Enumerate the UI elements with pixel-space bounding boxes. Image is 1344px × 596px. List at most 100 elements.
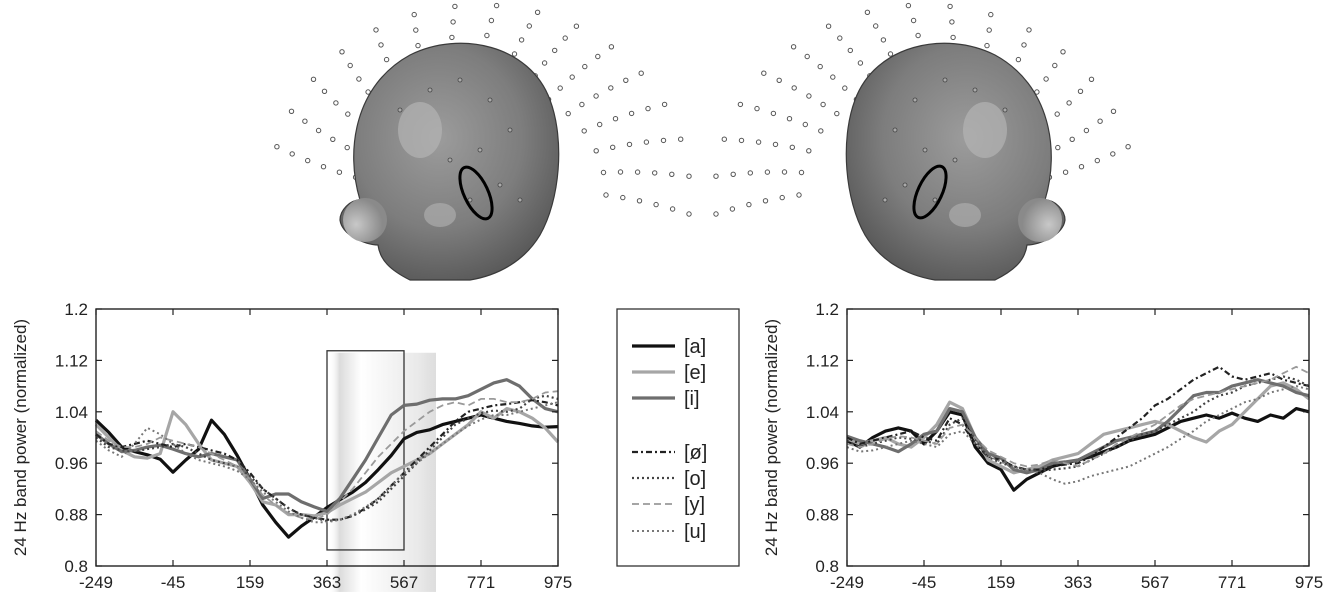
electrode-dot bbox=[796, 192, 802, 198]
electrode-dot bbox=[776, 77, 782, 83]
electrode-dot bbox=[413, 27, 419, 33]
electrode-dot bbox=[786, 116, 793, 122]
electrode-dot bbox=[837, 35, 843, 41]
chart-right: 0.8 0.88 0.96 1.04 1.12 1.2 -249 -45 159 363 567 77… bbox=[762, 300, 1323, 592]
chart-right-xtick-label: -249 bbox=[830, 573, 864, 592]
electrode-dot bbox=[634, 169, 641, 175]
electrode-dot bbox=[804, 53, 810, 60]
chart-right-series-5-line bbox=[846, 365, 1310, 468]
electrode-dot bbox=[825, 23, 832, 29]
electrode-dot bbox=[887, 51, 894, 57]
electrode-dot bbox=[847, 47, 853, 54]
chart-right-xtick-label: 771 bbox=[1218, 573, 1246, 592]
chart-left-xtick-label: 975 bbox=[544, 573, 572, 592]
electrode-dot bbox=[761, 70, 767, 76]
electrode-dot bbox=[790, 44, 797, 50]
electrode-dot bbox=[932, 197, 938, 203]
electrode-dot bbox=[781, 169, 788, 175]
electrode-dot bbox=[541, 60, 548, 66]
chart-right-series-2-line bbox=[846, 378, 1310, 475]
electrode-dot bbox=[507, 127, 513, 133]
electrode-dot bbox=[411, 11, 417, 18]
electrode-dot bbox=[628, 110, 635, 117]
electrode-dot bbox=[830, 74, 836, 80]
electrode-dot bbox=[1066, 100, 1072, 106]
electrode-dot bbox=[791, 85, 797, 91]
electrode-dot bbox=[593, 93, 599, 99]
chart-left-xtick-label: 567 bbox=[390, 573, 418, 592]
electrode-dot bbox=[669, 171, 675, 177]
chart-left-xtick-label: 771 bbox=[467, 573, 495, 592]
legend: [a] [e] [i] [ø] [o] [y] [u] bbox=[616, 308, 740, 567]
electrode-dot bbox=[817, 63, 823, 70]
electrode-dot bbox=[562, 35, 568, 41]
electrode-dot bbox=[339, 49, 345, 55]
face-cheek bbox=[1018, 198, 1062, 242]
electrode-dot bbox=[569, 74, 575, 80]
electrode-dot bbox=[842, 85, 848, 91]
electrode-dot bbox=[1110, 151, 1116, 157]
chart-left-ytick-label: 1.04 bbox=[55, 403, 88, 422]
electrode-dot bbox=[608, 44, 615, 50]
electrode-dot bbox=[603, 192, 609, 198]
electrode-dot bbox=[517, 197, 523, 203]
chart-right-ytick-label: 1.04 bbox=[806, 403, 839, 422]
electrode-dot bbox=[288, 108, 295, 114]
electrode-dot bbox=[347, 62, 353, 69]
electrode-dot bbox=[608, 85, 614, 91]
head-right-illustration bbox=[713, 2, 1131, 281]
electrode-dot bbox=[652, 170, 658, 176]
electrode-dot bbox=[892, 127, 898, 133]
electrode-dot bbox=[302, 118, 308, 124]
electrode-dot bbox=[754, 105, 760, 112]
chart-right-xtick-label: 363 bbox=[1064, 573, 1092, 592]
electrode-dot bbox=[497, 182, 503, 188]
chart-left-series-6-line bbox=[95, 401, 559, 524]
electrode-dot bbox=[643, 139, 650, 145]
electrode-dot bbox=[610, 144, 616, 151]
electrode-dot bbox=[620, 194, 626, 201]
electrode-dot bbox=[557, 85, 563, 91]
electrode-dot bbox=[912, 97, 918, 103]
electrode-dot bbox=[378, 42, 384, 48]
electrode-dot bbox=[638, 70, 644, 76]
electrode-dot bbox=[447, 157, 453, 163]
electrode-dot bbox=[660, 137, 667, 144]
electrode-dot bbox=[330, 136, 336, 142]
head-highlight bbox=[963, 102, 1007, 158]
chart-left-ytick-label: 1.2 bbox=[64, 300, 88, 319]
electrode-dot bbox=[623, 77, 629, 83]
chart-right-series-0-line bbox=[846, 407, 1310, 492]
electrode-dot bbox=[467, 197, 473, 203]
electrode-dot bbox=[289, 151, 295, 157]
electrode-dot bbox=[493, 2, 500, 9]
electrode-dot bbox=[738, 137, 745, 144]
electrode-dot bbox=[820, 101, 826, 108]
electrode-dot bbox=[802, 121, 808, 128]
electrode-dot bbox=[737, 101, 744, 108]
electrode-dot bbox=[595, 53, 601, 60]
chart-right-series-4-line bbox=[846, 375, 1310, 472]
electrode-dot bbox=[1015, 56, 1022, 63]
legend-label-5: [y] bbox=[684, 494, 705, 516]
electrode-dot bbox=[373, 27, 379, 33]
electrode-dot bbox=[1052, 62, 1058, 69]
electrode-dot bbox=[645, 105, 651, 112]
chart-right-ytick-label: 0.8 bbox=[815, 557, 839, 576]
electrode-dot bbox=[333, 100, 339, 106]
electrode-dot bbox=[487, 97, 493, 103]
electrode-dot bbox=[552, 47, 558, 54]
electrode-dot bbox=[511, 51, 518, 57]
electrode-dot bbox=[1060, 49, 1066, 55]
electrode-dot bbox=[1094, 157, 1100, 164]
chart-right-ytick-label: 0.88 bbox=[806, 506, 839, 525]
electrode-dot bbox=[579, 101, 585, 108]
electrode-dot bbox=[986, 27, 992, 33]
chart-left-ytick-label: 0.96 bbox=[55, 454, 88, 473]
legend-label-3: [ø] bbox=[684, 442, 707, 464]
electrode-dot bbox=[949, 19, 955, 25]
electrode-dot bbox=[1083, 127, 1090, 134]
electrode-dot bbox=[806, 148, 812, 154]
electrode-dot bbox=[383, 56, 390, 63]
electrode-dot bbox=[534, 9, 541, 16]
